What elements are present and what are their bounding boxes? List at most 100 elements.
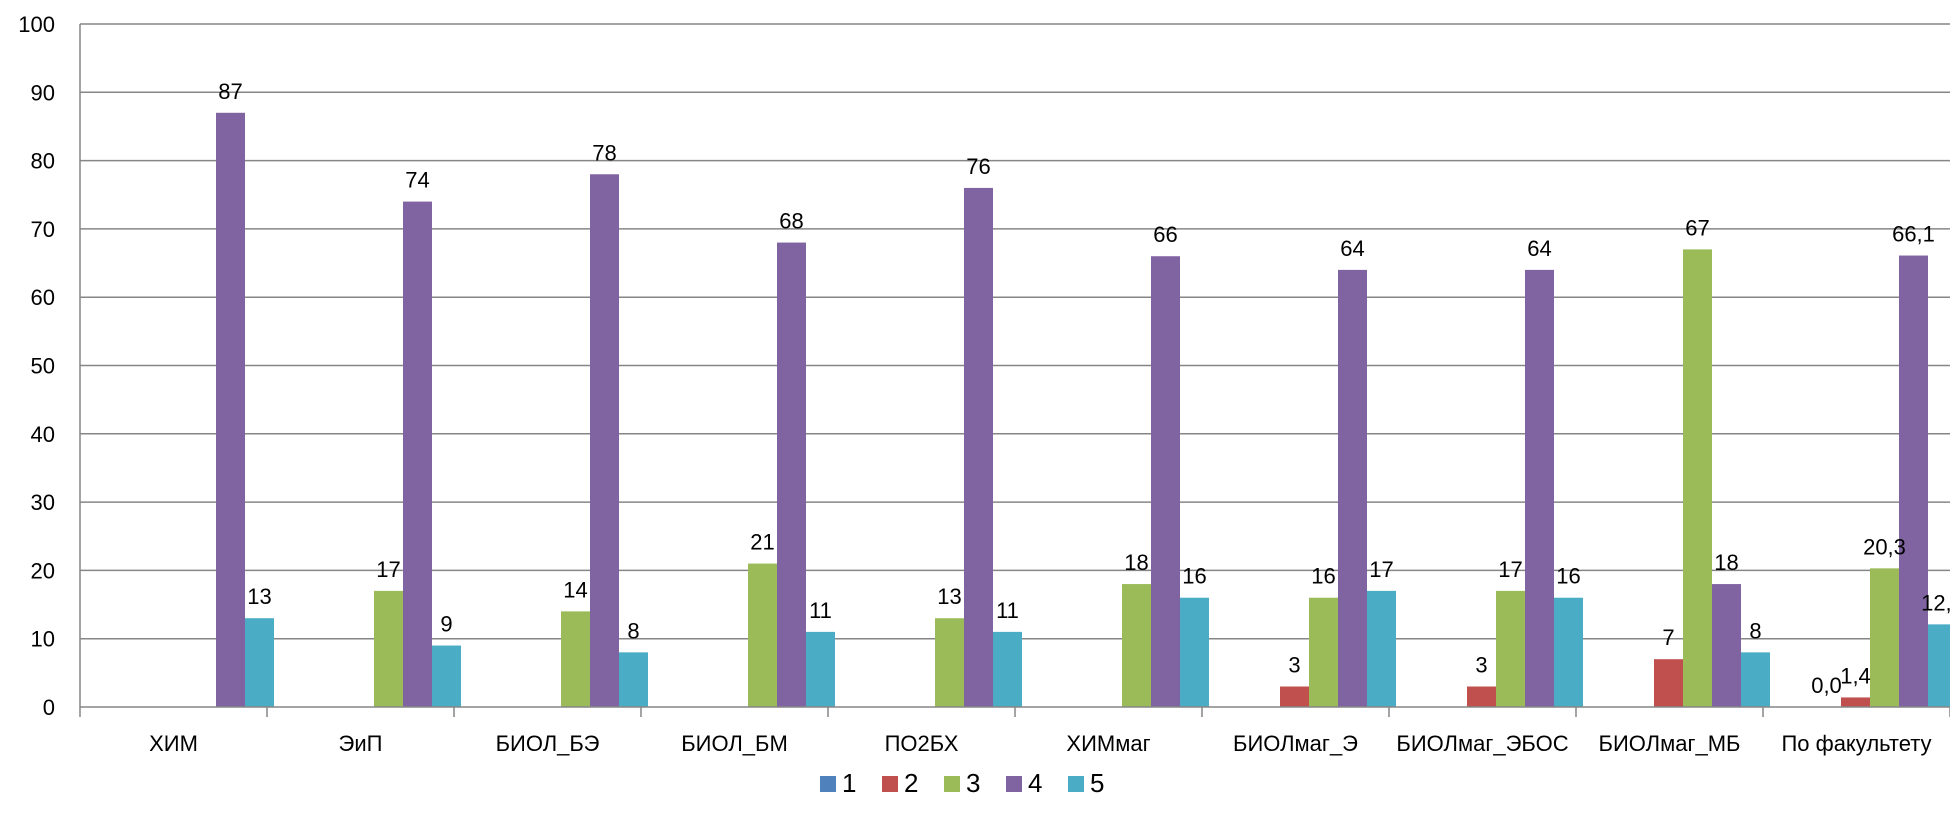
- bar-series-2: [1841, 697, 1870, 707]
- data-label: 66,1: [1892, 222, 1935, 247]
- category-label: ХИМмаг: [1066, 731, 1150, 756]
- data-label: 3: [1288, 653, 1300, 678]
- data-label: 0,0: [1811, 673, 1842, 698]
- legend-swatch: [882, 776, 898, 792]
- bar-series-3: [1870, 568, 1899, 707]
- category-label: БИОЛмаг_МБ: [1599, 731, 1741, 756]
- y-tick-label: 70: [31, 217, 55, 242]
- bar-series-4: [1899, 255, 1928, 708]
- data-label: 87: [218, 79, 242, 104]
- data-label: 74: [405, 168, 429, 193]
- data-label: 76: [966, 154, 990, 179]
- data-label: 3: [1475, 653, 1487, 678]
- category-label: ХИМ: [149, 731, 198, 756]
- bar-series-3: [1683, 249, 1712, 707]
- bar-series-3: [561, 611, 590, 707]
- y-tick-label: 0: [43, 695, 55, 720]
- data-label: 16: [1311, 564, 1335, 589]
- category-label: ЭиП: [339, 731, 383, 756]
- y-tick-label: 20: [31, 558, 55, 583]
- bar-series-5: [619, 652, 648, 707]
- category-label: ПО2БХ: [885, 731, 959, 756]
- bar-series-3: [1309, 597, 1338, 707]
- category-label: БИОЛмаг_ЭБОС: [1396, 731, 1568, 756]
- data-label: 20,3: [1863, 534, 1906, 559]
- data-label: 8: [627, 618, 639, 643]
- bar-series-4: [1712, 584, 1741, 707]
- y-tick-label: 10: [31, 627, 55, 652]
- bar-series-4: [1151, 256, 1180, 707]
- bar-series-5: [432, 645, 461, 707]
- legend-label: 1: [842, 768, 856, 798]
- data-label: 67: [1685, 215, 1709, 240]
- data-label: 17: [1369, 557, 1393, 582]
- data-label: 12,1: [1921, 590, 1950, 615]
- bar-series-3: [1496, 590, 1525, 707]
- bar-series-5: [1741, 652, 1770, 707]
- bar-series-5: [1180, 597, 1209, 707]
- data-label: 16: [1182, 564, 1206, 589]
- bar-series-3: [1122, 584, 1151, 707]
- labels: 0 10 20 30 40 50 60 70 80 90 100 ХИМ ЭиП БИОЛ_БЭ БИОЛ_…: [18, 12, 1950, 756]
- bar-series-5: [806, 631, 835, 707]
- data-label: 8: [1749, 618, 1761, 643]
- bar-series-3: [374, 590, 403, 707]
- data-label: 68: [779, 209, 803, 234]
- bar-series-5: [1367, 590, 1396, 707]
- data-label: 16: [1556, 564, 1580, 589]
- bar-series-4: [777, 242, 806, 707]
- bar-series-4: [216, 112, 245, 708]
- bar-series-4: [403, 201, 432, 707]
- legend-label: 2: [904, 768, 918, 798]
- category-label: БИОЛ_БМ: [681, 731, 788, 756]
- data-label: 17: [1498, 557, 1522, 582]
- bar-series-3: [935, 618, 964, 707]
- legend-label: 4: [1028, 768, 1042, 798]
- bar-series-4: [1338, 269, 1367, 707]
- bar-series-2: [1467, 686, 1496, 707]
- data-label: 64: [1340, 236, 1364, 261]
- y-tick-label: 90: [31, 80, 55, 105]
- category-label: По факультету: [1781, 731, 1931, 756]
- bar-series-5: [1928, 624, 1950, 707]
- bar-series-2: [1280, 686, 1309, 707]
- data-label: 66: [1153, 222, 1177, 247]
- bar-series-3: [748, 563, 777, 707]
- bar-series-4: [964, 187, 993, 708]
- legend-swatch: [1068, 776, 1084, 792]
- y-tick-label: 100: [18, 12, 55, 37]
- y-tick-label: 40: [31, 422, 55, 447]
- legend-swatch: [820, 776, 836, 792]
- legend-label: 3: [966, 768, 980, 798]
- data-label: 64: [1527, 236, 1551, 261]
- legend-label: 5: [1090, 768, 1104, 798]
- y-tick-label: 50: [31, 354, 55, 379]
- bar-series-4: [590, 174, 619, 707]
- data-label: 18: [1714, 550, 1738, 575]
- bar-series-5: [993, 631, 1022, 707]
- data-label: 13: [937, 584, 961, 609]
- data-label: 11: [996, 598, 1019, 623]
- data-label: 11: [809, 598, 832, 623]
- legend: 1 2 3 4 5: [820, 768, 1104, 798]
- data-label: 9: [440, 612, 452, 637]
- data-label: 78: [592, 140, 616, 165]
- legend-swatch: [944, 776, 960, 792]
- y-tick-label: 60: [31, 285, 55, 310]
- legend-swatch: [1006, 776, 1022, 792]
- data-label: 17: [376, 557, 400, 582]
- bar-series-4: [1525, 269, 1554, 707]
- axes: [79, 24, 1950, 717]
- bar-series-5: [245, 618, 274, 707]
- y-tick-label: 30: [31, 490, 55, 515]
- data-label: 21: [750, 530, 774, 555]
- data-label: 14: [563, 577, 587, 602]
- category-label: БИОЛ_БЭ: [496, 731, 600, 756]
- data-label: 1,4: [1840, 663, 1871, 688]
- y-tick-label: 80: [31, 149, 55, 174]
- bar-series-2: [1654, 659, 1683, 707]
- data-label: 7: [1662, 625, 1674, 650]
- bars: [216, 112, 1950, 708]
- data-label: 13: [247, 584, 271, 609]
